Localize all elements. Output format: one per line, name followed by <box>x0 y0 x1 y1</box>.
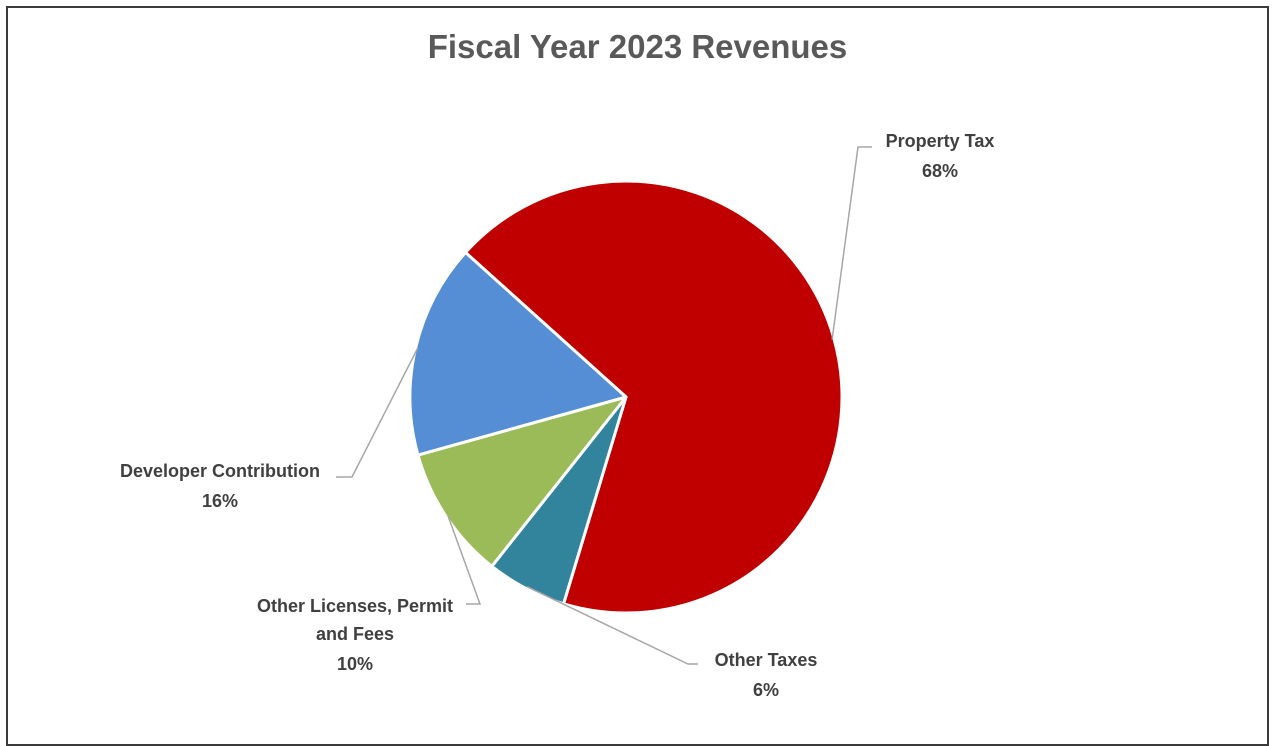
label-other-licenses-name-line1: Other Licenses, Permit <box>257 596 453 616</box>
leader-property-tax <box>831 146 872 340</box>
leader-other-taxes <box>526 585 698 665</box>
slice-property-tax <box>463 179 844 615</box>
label-developer-contribution: Developer Contribution 16% <box>120 461 320 511</box>
label-property-tax-name: Property Tax <box>886 131 995 151</box>
leader-other-licenses <box>447 515 482 605</box>
label-developer-contribution-name: Developer Contribution <box>120 461 320 481</box>
label-developer-contribution-value: 16% <box>202 491 238 511</box>
label-property-tax-value: 68% <box>922 161 958 181</box>
label-other-taxes-value: 6% <box>753 680 779 700</box>
label-other-licenses-value: 10% <box>337 654 373 674</box>
leader-developer-contribution <box>336 347 419 478</box>
leader-lines <box>336 146 872 665</box>
label-other-taxes-name: Other Taxes <box>715 650 818 670</box>
label-property-tax: Property Tax 68% <box>886 131 995 181</box>
pie-slices <box>408 179 844 615</box>
label-other-licenses-name-line2: and Fees <box>316 624 394 644</box>
slice-developer-contribution <box>408 250 628 457</box>
label-other-taxes: Other Taxes 6% <box>715 650 818 700</box>
chart-title: Fiscal Year 2023 Revenues <box>427 28 848 65</box>
label-other-licenses: Other Licenses, Permit and Fees 10% <box>257 596 453 674</box>
data-labels: Property Tax 68% Other Taxes 6% Other Li… <box>120 131 994 700</box>
slice-other-licenses <box>416 395 628 568</box>
